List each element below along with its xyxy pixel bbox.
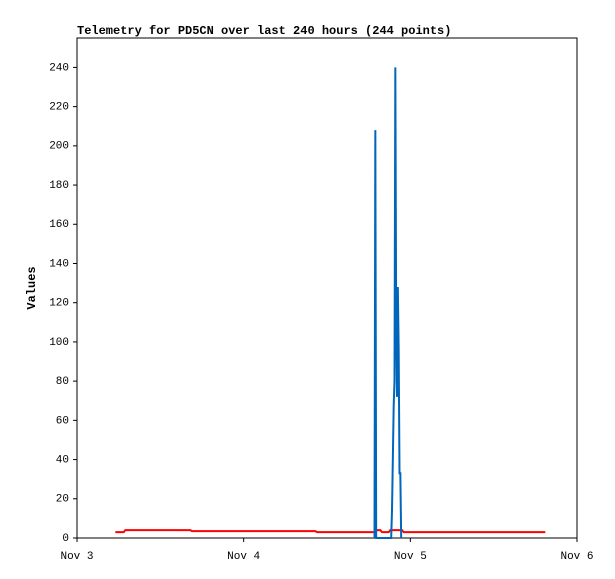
y-tick-label: 120 bbox=[49, 298, 69, 310]
y-tick-label: 40 bbox=[56, 454, 69, 466]
y-tick-label: 80 bbox=[56, 376, 69, 388]
y-tick-label: 140 bbox=[49, 258, 69, 270]
x-tick-label: Nov 4 bbox=[227, 551, 260, 563]
y-tick-label: 100 bbox=[49, 337, 69, 349]
y-tick-label: 0 bbox=[62, 533, 69, 545]
y-axis-label: Values bbox=[25, 266, 39, 309]
chart-title: Telemetry for PD5CN over last 240 hours … bbox=[77, 24, 451, 38]
y-tick-label: 220 bbox=[49, 102, 69, 114]
y-tick-label: 200 bbox=[49, 141, 69, 153]
y-tick-label: 180 bbox=[49, 180, 69, 192]
series-line bbox=[373, 67, 403, 539]
x-tick-label: Nov 5 bbox=[394, 551, 427, 563]
plot-frame bbox=[76, 37, 578, 539]
x-tick-label: Nov 6 bbox=[560, 551, 593, 563]
x-tick-label: Nov 3 bbox=[60, 551, 93, 563]
y-tick-label: 160 bbox=[49, 219, 69, 231]
y-tick-label: 20 bbox=[56, 494, 69, 506]
y-tick-label: 240 bbox=[49, 62, 69, 74]
series-line bbox=[115, 529, 546, 534]
y-tick-label: 60 bbox=[56, 415, 69, 427]
